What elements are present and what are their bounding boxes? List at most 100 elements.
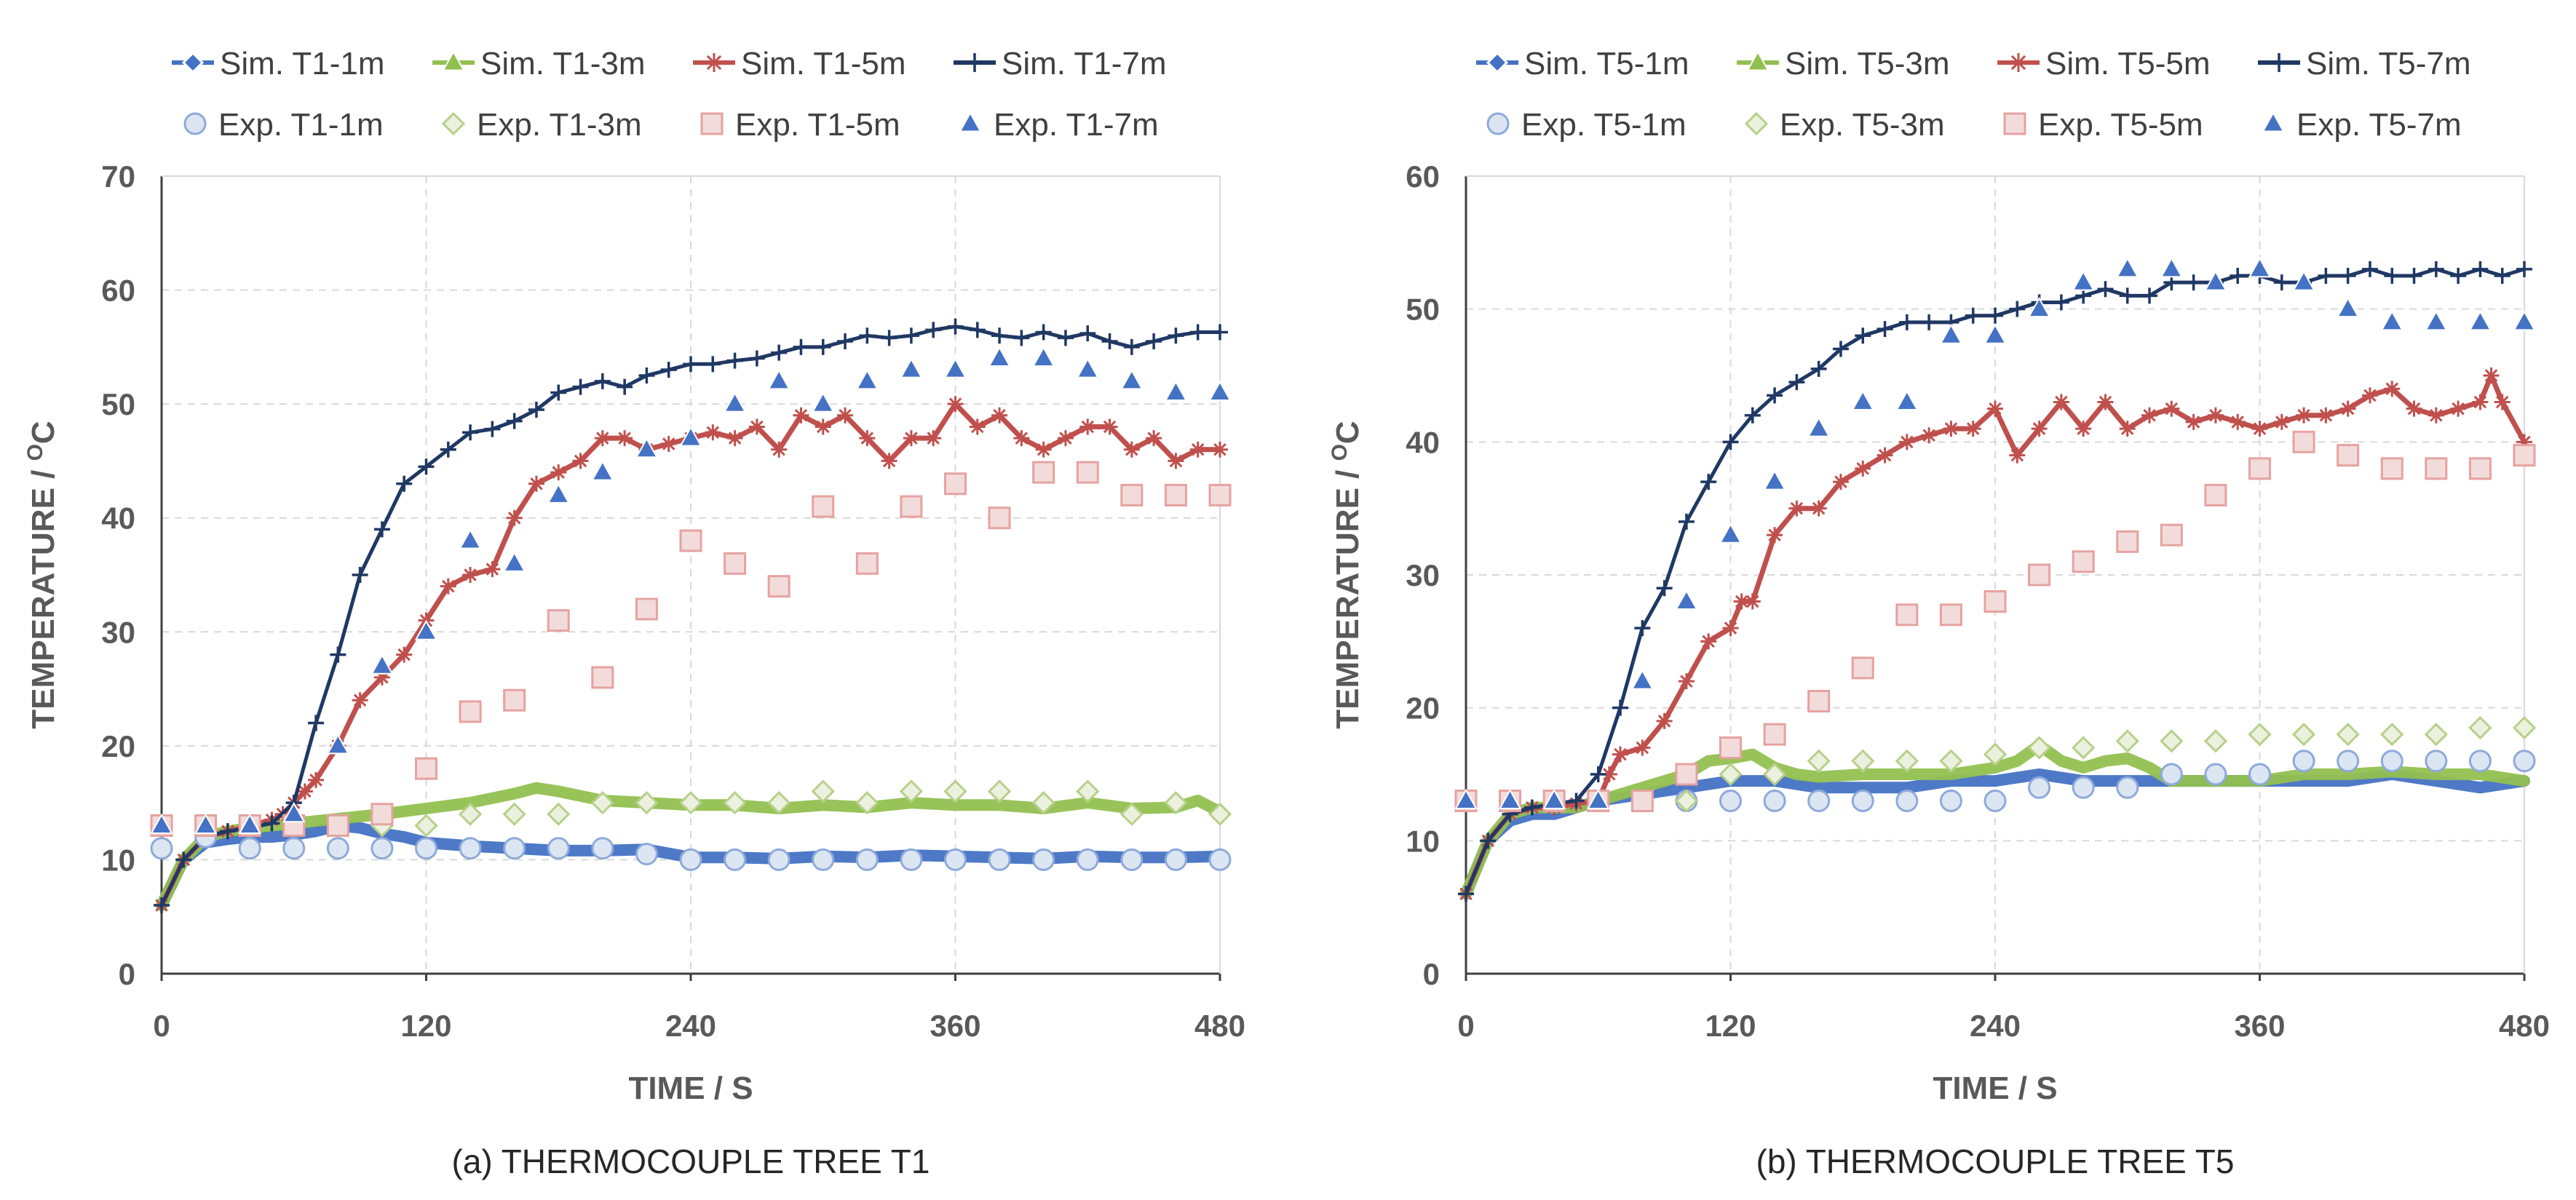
exp-point bbox=[2292, 750, 2315, 773]
exp-point bbox=[944, 848, 967, 871]
sim-point bbox=[1590, 766, 1606, 782]
sim-point bbox=[1079, 325, 1096, 342]
sim-point bbox=[1943, 421, 1959, 437]
sim-point bbox=[947, 396, 964, 413]
exp-point bbox=[900, 357, 923, 378]
sim-point bbox=[837, 407, 854, 424]
exp-point bbox=[2203, 729, 2228, 753]
exp-point bbox=[1032, 461, 1055, 484]
sim-point bbox=[1965, 307, 1981, 324]
sim-point bbox=[1700, 633, 1717, 650]
exp-point bbox=[591, 666, 614, 689]
exp-point bbox=[1208, 483, 1232, 506]
x-tick-label: 120 bbox=[1705, 1009, 1756, 1043]
sim-point bbox=[396, 475, 413, 492]
exp-point bbox=[1851, 749, 1875, 773]
exp-point bbox=[1807, 416, 1831, 437]
sim-point bbox=[2516, 261, 2532, 277]
exp-point bbox=[2072, 776, 2095, 799]
exp-point bbox=[547, 802, 571, 826]
sim-point bbox=[2009, 301, 2026, 317]
sim-point bbox=[2053, 294, 2069, 311]
exp-point bbox=[1851, 656, 1874, 680]
exp-point bbox=[1208, 380, 1232, 401]
sim-point bbox=[373, 669, 390, 686]
legend-item-exp: Exp. T5-7m bbox=[2262, 107, 2462, 143]
x-axis-title: TIME / S bbox=[1933, 1070, 2057, 1106]
exp-point bbox=[767, 848, 790, 871]
exp-point bbox=[2072, 270, 2095, 291]
exp-point bbox=[2292, 270, 2315, 291]
sim-point bbox=[748, 418, 765, 435]
sim-point bbox=[2207, 407, 2224, 424]
sim-point bbox=[815, 418, 831, 435]
exp-point bbox=[811, 779, 835, 803]
exp-point bbox=[2512, 715, 2537, 740]
sim-point bbox=[2450, 268, 2467, 284]
sim-point bbox=[903, 430, 919, 447]
exp-point bbox=[503, 688, 526, 712]
exp-point bbox=[282, 802, 306, 823]
sim-point bbox=[572, 378, 589, 395]
exp-point bbox=[1076, 848, 1099, 871]
chart-t1: 0 10 20 30 40 50 60 70 0 120 240 360 480 TIME / S TEMP… bbox=[23, 46, 1245, 1180]
exp-point bbox=[2291, 723, 2316, 747]
sim-point bbox=[2450, 400, 2467, 417]
sim-point bbox=[263, 815, 280, 832]
y-tick-label: 0 bbox=[119, 957, 135, 991]
exp-point bbox=[812, 392, 835, 413]
sim-point bbox=[440, 578, 456, 595]
sim-point bbox=[1733, 593, 1750, 610]
exp-point bbox=[767, 575, 790, 598]
y-axis-title-unit: C bbox=[1330, 421, 1366, 444]
exp-point bbox=[1719, 762, 1743, 787]
sim-series-line bbox=[1463, 373, 2527, 897]
exp-point bbox=[767, 369, 790, 390]
sim-point bbox=[1146, 333, 1162, 350]
sim-point bbox=[683, 356, 699, 373]
sim-point bbox=[969, 322, 986, 338]
exp-point bbox=[1120, 483, 1144, 506]
sim-point bbox=[881, 453, 897, 469]
legend-item-exp: Exp. T5-3m bbox=[1744, 107, 1945, 143]
sim-point bbox=[506, 509, 523, 526]
sim-point bbox=[1876, 447, 1893, 464]
legend-label: Sim. T1-5m bbox=[741, 46, 906, 82]
sim-point bbox=[1079, 418, 1096, 435]
sim-point bbox=[947, 318, 964, 335]
legend-item-sim: Sim. T5-5m bbox=[1997, 46, 2211, 82]
exp-point bbox=[635, 791, 659, 815]
legend-marker bbox=[700, 112, 724, 135]
exp-point bbox=[150, 813, 173, 834]
sim-point bbox=[1523, 799, 1540, 816]
sim-point bbox=[726, 352, 743, 369]
legend-label: Exp. T1-7m bbox=[994, 107, 1159, 143]
sim-point bbox=[2361, 261, 2378, 277]
sim-point bbox=[1101, 418, 1118, 435]
sim-point bbox=[705, 424, 721, 441]
legend-marker bbox=[2003, 112, 2026, 135]
sim-point bbox=[748, 350, 765, 367]
sim-point bbox=[617, 430, 633, 447]
sim-point bbox=[2472, 394, 2489, 410]
x-tick-label: 240 bbox=[1970, 1009, 2021, 1043]
sim-point bbox=[2119, 287, 2136, 304]
exp-point bbox=[2513, 750, 2536, 773]
sim-point bbox=[462, 567, 479, 583]
legend-marker bbox=[959, 111, 982, 132]
exp-point bbox=[1983, 590, 2007, 613]
exp-point bbox=[2424, 723, 2448, 747]
sim-point bbox=[1855, 460, 1871, 477]
exp-point bbox=[1076, 357, 1099, 378]
exp-point bbox=[326, 814, 349, 837]
exp-point bbox=[1983, 323, 2007, 344]
sim-point bbox=[2075, 421, 2092, 437]
legend-item-exp: Exp. T1-7m bbox=[959, 107, 1159, 143]
exp-point bbox=[1851, 790, 1874, 813]
exp-point bbox=[2028, 776, 2051, 799]
exp-point bbox=[1454, 788, 1478, 810]
exp-point bbox=[2336, 296, 2360, 318]
exp-point bbox=[723, 791, 747, 815]
sim-point bbox=[2384, 381, 2401, 397]
exp-point bbox=[2248, 723, 2272, 747]
